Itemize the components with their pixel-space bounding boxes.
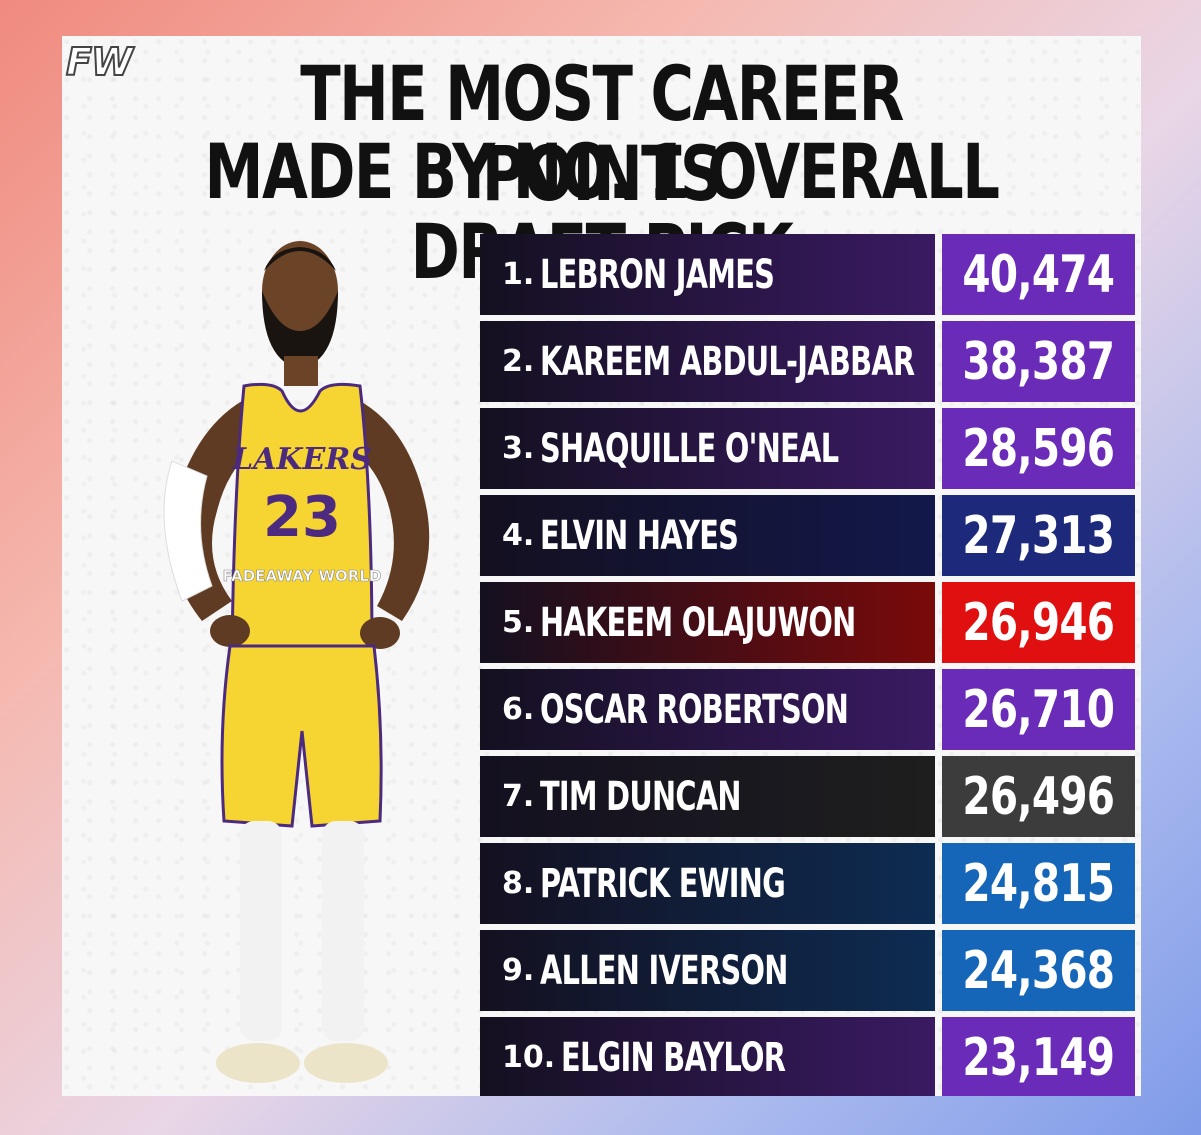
player-name: KAREEM ABDUL-JABBAR bbox=[540, 338, 915, 385]
player-name: SHAQUILLE O'NEAL bbox=[540, 425, 839, 472]
jersey bbox=[230, 382, 374, 653]
shorts bbox=[220, 644, 383, 828]
career-points: 40,474 bbox=[962, 244, 1116, 305]
player-illustration: LAKERS 23 FADEAWAY WORLD bbox=[163, 241, 430, 1083]
rank-number: 6. bbox=[502, 692, 535, 727]
player-name-cell: 5. HAKEEM OLAJUWON bbox=[480, 582, 935, 663]
points-cell: 24,815 bbox=[942, 843, 1135, 924]
player-name-cell: 8. PATRICK EWING bbox=[480, 843, 935, 924]
points-cell: 24,368 bbox=[942, 930, 1135, 1011]
player-beard bbox=[262, 291, 338, 369]
player-name-cell: 4. ELVIN HAYES bbox=[480, 495, 935, 576]
career-points: 24,815 bbox=[962, 853, 1116, 914]
points-cell: 27,313 bbox=[942, 495, 1135, 576]
player-name-cell: 10. ELGIN BAYLOR bbox=[480, 1017, 935, 1096]
rank-number: 10. bbox=[502, 1040, 556, 1075]
right-leg bbox=[322, 821, 364, 1041]
table-row: 2. KAREEM ABDUL-JABBAR 38,387 bbox=[480, 321, 1135, 402]
player-name: ELGIN BAYLOR bbox=[561, 1034, 786, 1081]
career-points: 38,387 bbox=[962, 331, 1116, 392]
rank-number: 8. bbox=[502, 866, 535, 901]
rank-number: 5. bbox=[502, 605, 535, 640]
career-points: 28,596 bbox=[962, 418, 1116, 479]
player-hair bbox=[264, 247, 336, 271]
points-cell: 38,387 bbox=[942, 321, 1135, 402]
points-cell: 23,149 bbox=[942, 1017, 1135, 1096]
right-shoe bbox=[304, 1043, 388, 1083]
points-cell: 28,596 bbox=[942, 408, 1135, 489]
career-points: 26,710 bbox=[962, 679, 1116, 740]
player-name: LEBRON JAMES bbox=[540, 251, 775, 298]
watermark: FADEAWAY WORLD bbox=[223, 567, 382, 585]
points-cell: 26,496 bbox=[942, 756, 1135, 837]
player-head bbox=[262, 241, 338, 341]
player-name-cell: 7. TIM DUNCAN bbox=[480, 756, 935, 837]
rank-number: 1. bbox=[502, 257, 535, 292]
table-row: 9. ALLEN IVERSON 24,368 bbox=[480, 930, 1135, 1011]
player-name-cell: 3. SHAQUILLE O'NEAL bbox=[480, 408, 935, 489]
left-leg bbox=[240, 821, 282, 1041]
table-row: 4. ELVIN HAYES 27,313 bbox=[480, 495, 1135, 576]
player-name-cell: 1. LEBRON JAMES bbox=[480, 234, 935, 315]
points-cell: 26,946 bbox=[942, 582, 1135, 663]
player-name: TIM DUNCAN bbox=[540, 773, 742, 820]
table-row: 3. SHAQUILLE O'NEAL 28,596 bbox=[480, 408, 1135, 489]
player-name-cell: 9. ALLEN IVERSON bbox=[480, 930, 935, 1011]
points-cell: 26,710 bbox=[942, 669, 1135, 750]
player-name: ELVIN HAYES bbox=[540, 512, 739, 559]
player-name-cell: 2. KAREEM ABDUL-JABBAR bbox=[480, 321, 935, 402]
rank-number: 4. bbox=[502, 518, 535, 553]
player-name-cell: 6. OSCAR ROBERTSON bbox=[480, 669, 935, 750]
table-row: 6. OSCAR ROBERTSON 26,710 bbox=[480, 669, 1135, 750]
left-shoe bbox=[216, 1043, 300, 1083]
rank-number: 2. bbox=[502, 344, 535, 379]
fw-logo: FW bbox=[65, 39, 134, 85]
career-points: 26,946 bbox=[962, 592, 1116, 653]
infographic-card: FW THE MOST CAREER POINTS MADE BY NO. 1 … bbox=[62, 36, 1141, 1096]
table-row: 8. PATRICK EWING 24,815 bbox=[480, 843, 1135, 924]
player-name: HAKEEM OLAJUWON bbox=[540, 599, 856, 646]
title-line-1: THE MOST CAREER POINTS bbox=[300, 49, 904, 218]
career-points: 26,496 bbox=[962, 766, 1116, 827]
points-cell: 40,474 bbox=[942, 234, 1135, 315]
table-row: 10. ELGIN BAYLOR 23,149 bbox=[480, 1017, 1135, 1096]
rank-number: 3. bbox=[502, 431, 535, 466]
jersey-wordmark: LAKERS bbox=[231, 442, 372, 477]
player-name: OSCAR ROBERTSON bbox=[540, 686, 849, 733]
career-points: 24,368 bbox=[962, 940, 1116, 1001]
jersey-number: 23 bbox=[263, 485, 341, 550]
table-row: 7. TIM DUNCAN 26,496 bbox=[480, 756, 1135, 837]
career-points: 27,313 bbox=[962, 505, 1116, 566]
player-name: ALLEN IVERSON bbox=[540, 947, 788, 994]
table-row: 5. HAKEEM OLAJUWON 26,946 bbox=[480, 582, 1135, 663]
rank-number: 7. bbox=[502, 779, 535, 814]
table-row: 1. LEBRON JAMES 40,474 bbox=[480, 234, 1135, 315]
arm-sleeve bbox=[163, 460, 213, 602]
player-name: PATRICK EWING bbox=[540, 860, 786, 907]
rank-number: 9. bbox=[502, 953, 535, 988]
career-points: 23,149 bbox=[962, 1027, 1116, 1088]
right-arm bbox=[354, 401, 430, 621]
